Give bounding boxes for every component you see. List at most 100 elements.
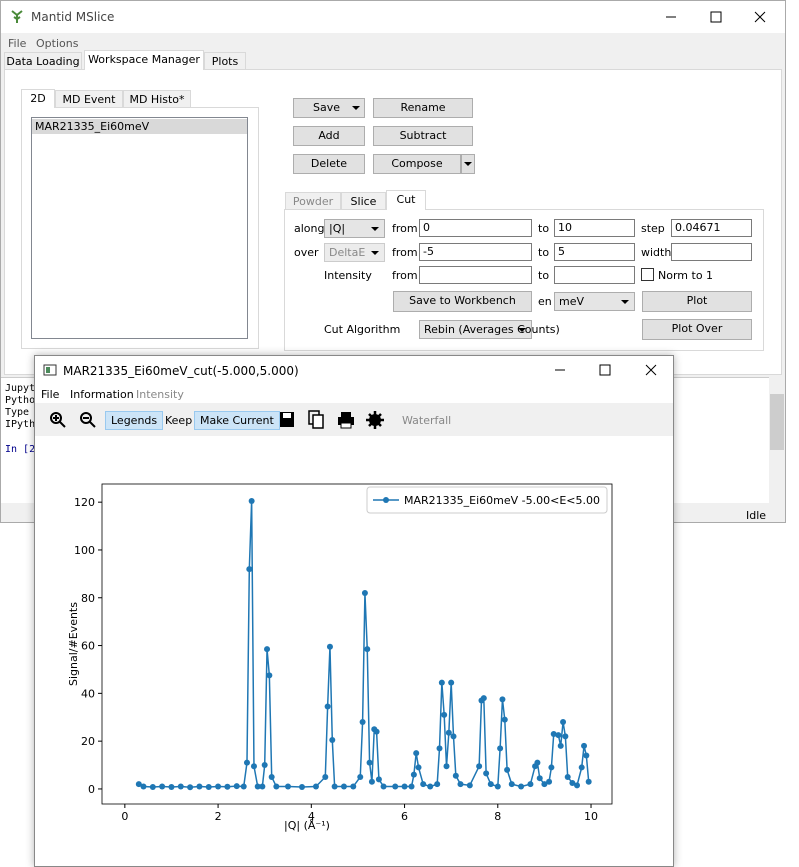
tab[interactable]: MD Histo* (123, 90, 191, 108)
data-point (578, 764, 585, 771)
checkbox[interactable] (641, 268, 654, 281)
data-point (415, 764, 422, 771)
delete-button[interactable]: Delete (293, 154, 365, 174)
label: step (641, 222, 665, 235)
data-point (487, 781, 494, 788)
over-combo: DeltaE (324, 243, 385, 262)
data-point (420, 781, 427, 788)
data-point (246, 566, 253, 573)
scroll-thumb[interactable] (770, 394, 784, 450)
data-point (480, 695, 487, 702)
data-point (250, 763, 257, 770)
label: en (538, 295, 552, 308)
tab[interactable]: Plots (204, 52, 246, 70)
zoom-icons[interactable] (49, 411, 97, 429)
data-point (243, 759, 250, 766)
tab[interactable]: MD Event (55, 90, 123, 108)
subtract-button[interactable]: Subtract (373, 126, 473, 146)
plot-frame (101, 483, 613, 805)
menu-item[interactable]: File (41, 388, 60, 401)
data-point (248, 497, 255, 504)
tab[interactable]: Cut (386, 190, 426, 210)
data-point (187, 784, 194, 791)
data-point (366, 759, 373, 766)
data-point (331, 783, 338, 790)
algorithm-combo[interactable]: Rebin (Averages Counts) (419, 320, 560, 339)
scrollbar[interactable] (769, 377, 785, 502)
tab[interactable]: Workspace Manager (84, 50, 204, 70)
data-point (361, 589, 368, 596)
y-tick-label: 80 (81, 592, 95, 605)
input[interactable]: 10 (554, 219, 635, 237)
x-tick-label: 2 (215, 810, 222, 823)
data-point (501, 716, 508, 723)
x-axis-label: |Q| (Å⁻¹) (284, 819, 330, 832)
data-point (574, 782, 581, 789)
data-point (373, 728, 380, 735)
rename-button[interactable]: Rename (373, 98, 473, 118)
input[interactable]: 0.04671 (671, 219, 752, 237)
input[interactable]: 0 (419, 219, 532, 237)
data-point (350, 783, 357, 790)
save-button[interactable]: Save (293, 98, 365, 118)
input[interactable] (671, 243, 752, 261)
label: to (538, 269, 550, 282)
tab[interactable]: Powder (285, 192, 341, 210)
data-point (177, 783, 184, 790)
window-controls[interactable] (651, 7, 781, 27)
y-tick-label: 100 (74, 544, 95, 557)
data-point (168, 784, 175, 791)
menu-item[interactable]: Options (36, 37, 79, 50)
console-line: Type (5, 407, 30, 418)
workspace-item[interactable]: MAR21335_Ei60meV (32, 119, 247, 134)
input[interactable]: 5 (554, 243, 635, 261)
tab[interactable]: Data Loading (4, 52, 82, 70)
input[interactable]: -5 (419, 243, 532, 261)
units-combo[interactable]: meV (554, 292, 635, 311)
input[interactable] (419, 266, 532, 284)
waterfall-button: Waterfall (402, 414, 452, 427)
window-controls[interactable] (540, 360, 670, 380)
dropdown-arrow (464, 162, 472, 166)
data-point (518, 783, 525, 790)
y-tick-label: 40 (81, 687, 95, 700)
data-point (564, 773, 571, 780)
label: from (392, 222, 418, 235)
save-workbench-button[interactable]: Save to Workbench (393, 291, 532, 312)
data-point (159, 783, 166, 790)
input[interactable] (554, 266, 635, 284)
legends-toggle[interactable]: Legends (105, 411, 164, 430)
y-tick-label: 60 (81, 640, 95, 653)
compose-button[interactable]: Compose (373, 154, 461, 174)
tab[interactable]: Slice (341, 192, 386, 210)
add-button[interactable]: Add (293, 126, 365, 146)
label: width (641, 246, 672, 259)
data-point (504, 766, 511, 773)
y-tick-label: 0 (88, 783, 95, 796)
menu-item[interactable]: File (8, 37, 27, 50)
legend-box (366, 486, 608, 514)
plot-over-button[interactable]: Plot Over (642, 319, 752, 340)
label: from (392, 246, 418, 259)
console-line: Pytho (5, 395, 36, 406)
tab[interactable]: 2D (21, 89, 55, 108)
window-title: Mantid MSlice (31, 10, 115, 24)
data-point (254, 783, 261, 790)
keep-button[interactable]: Keep (165, 414, 193, 427)
data-point (326, 643, 333, 650)
data-point (233, 783, 240, 790)
x-tick-label: 4 (308, 810, 315, 823)
data-point (368, 778, 375, 785)
toolbar-icons[interactable] (278, 410, 386, 430)
along-combo[interactable]: |Q| (324, 219, 385, 238)
plot-button[interactable]: Plot (642, 291, 752, 312)
data-point (548, 764, 555, 771)
x-tick-label: 0 (121, 810, 128, 823)
data-point (450, 733, 457, 740)
data-point (413, 750, 420, 757)
chart: |Q| (Å⁻¹) Signal/#Events 0 2 4 6 8 1002040608… (67, 483, 613, 832)
data-point (438, 679, 445, 686)
make-current-toggle[interactable]: Make Current (194, 411, 280, 430)
window-icon (43, 364, 57, 376)
menu-item[interactable]: Information (70, 388, 134, 401)
